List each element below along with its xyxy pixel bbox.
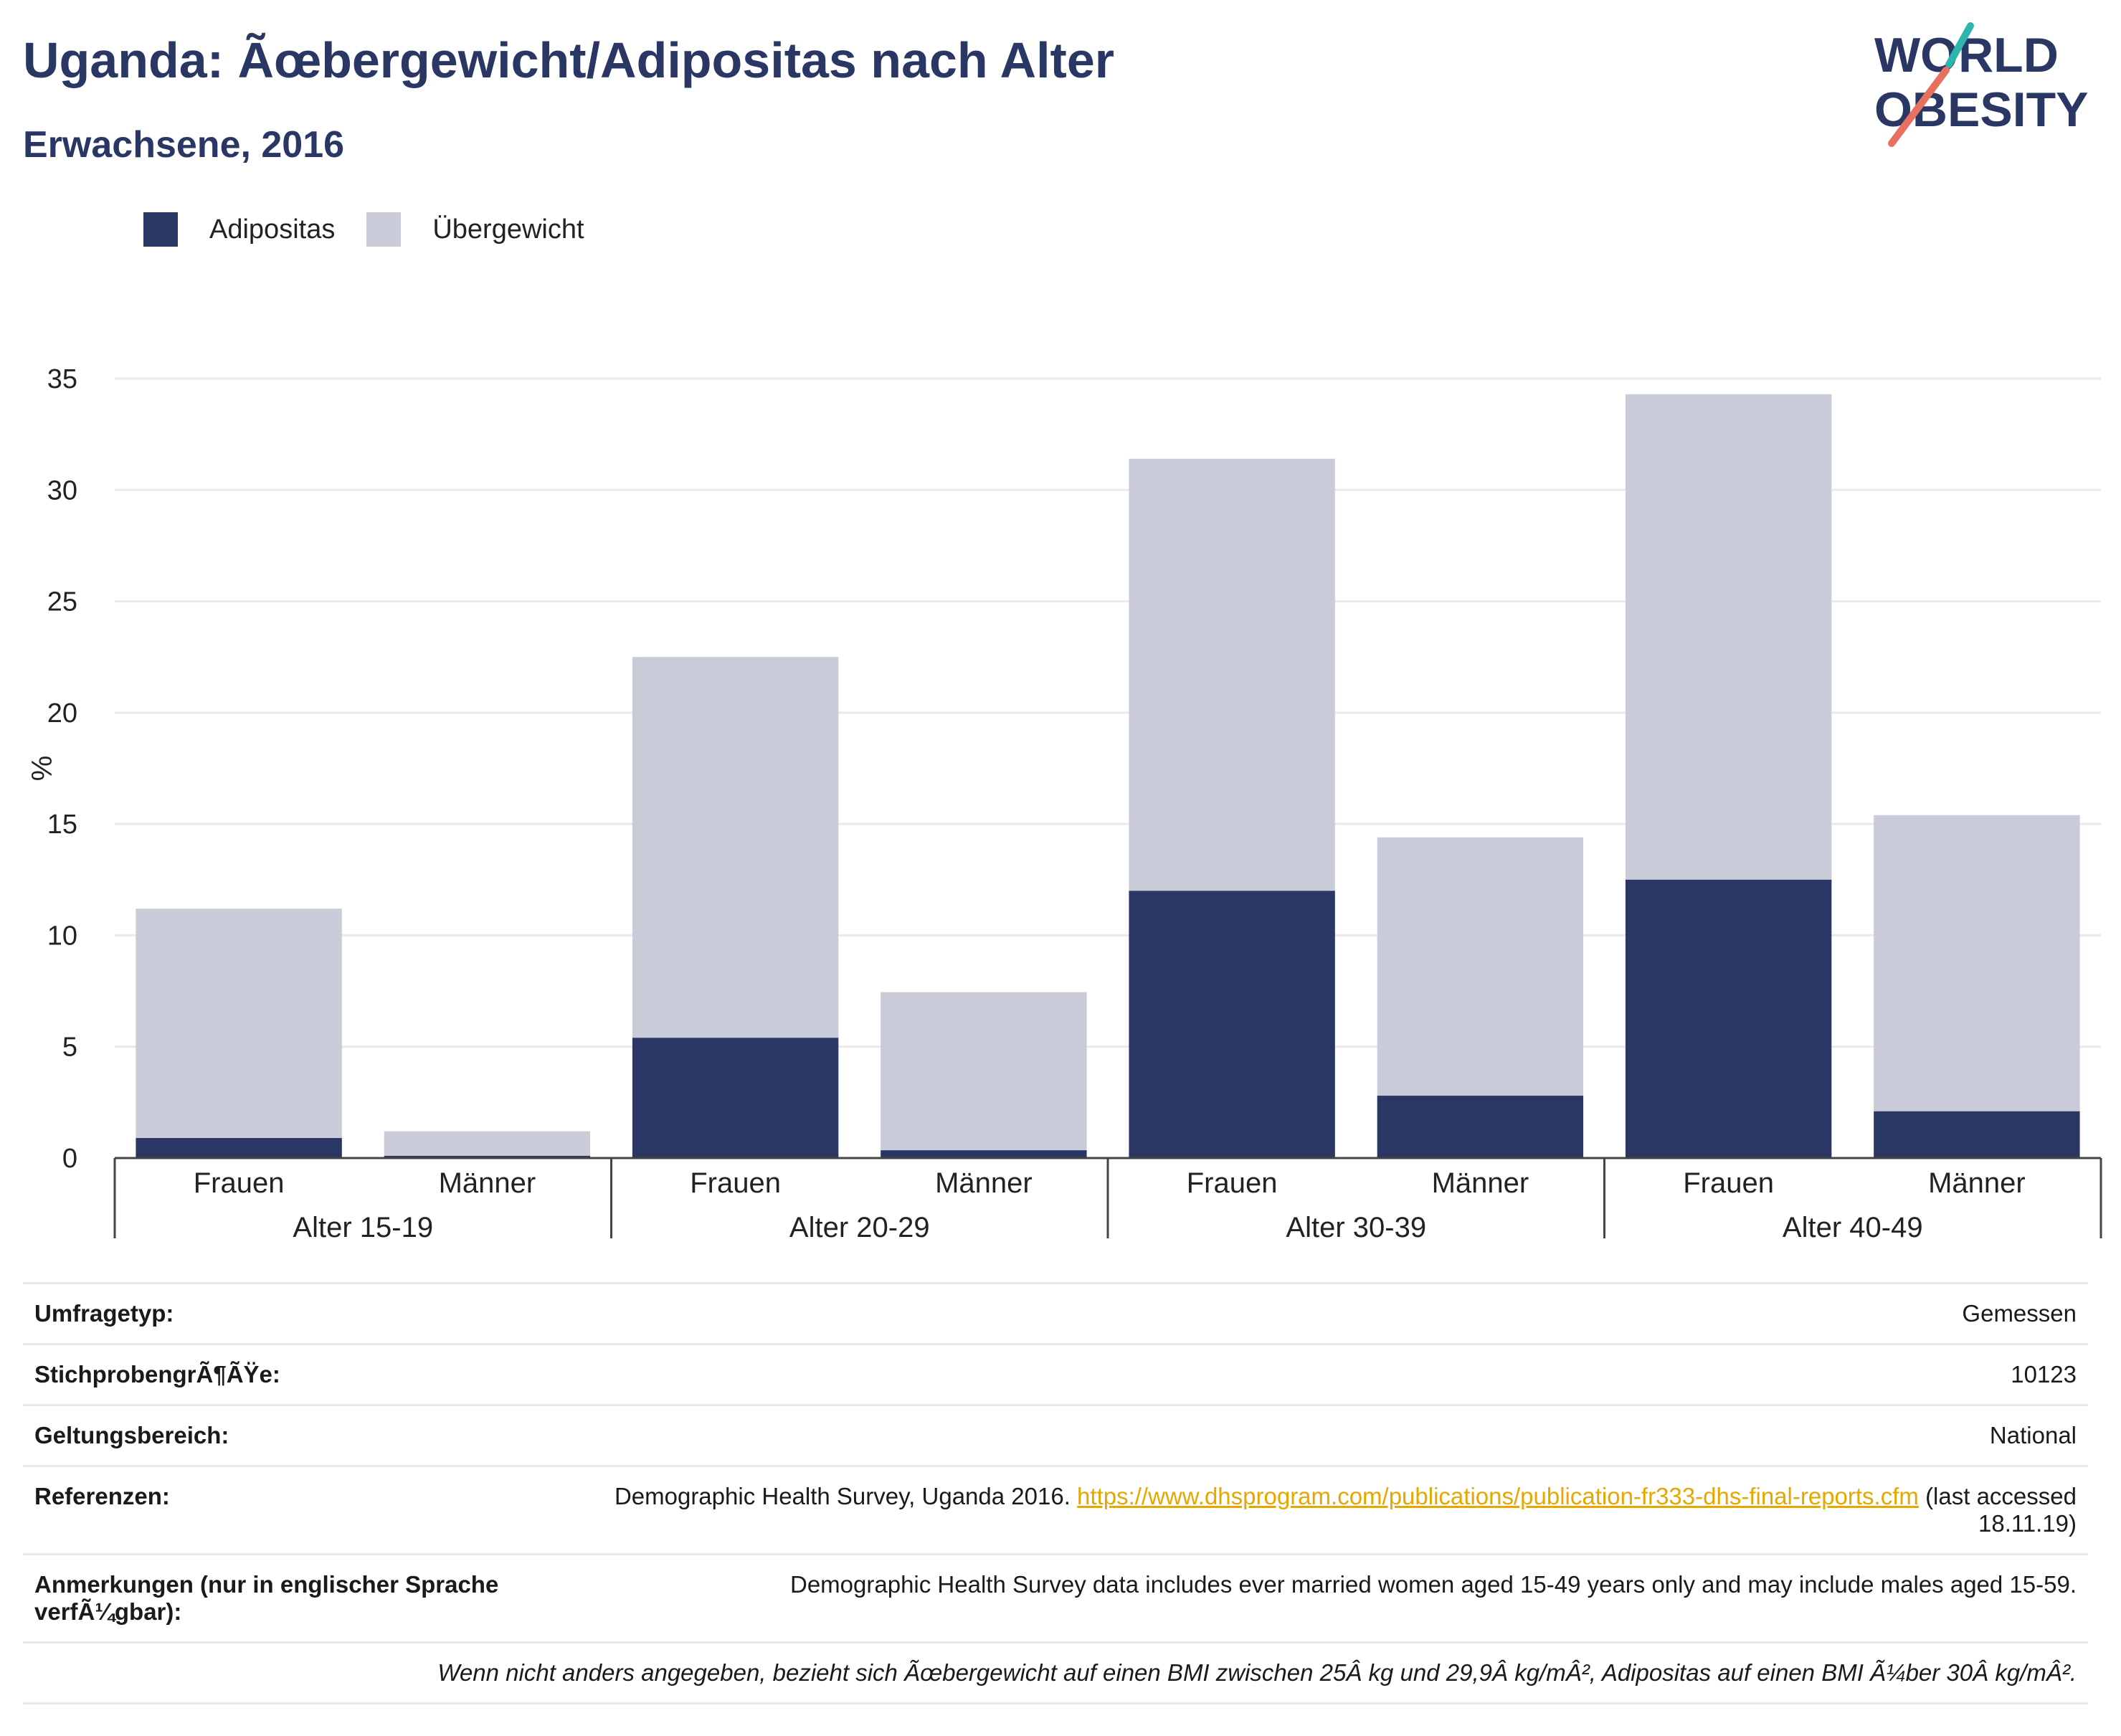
anmerkungen-value: Demographic Health Survey data includes … xyxy=(562,1553,2088,1643)
anmerkungen-key: Anmerkungen (nur in englischer Sprache v… xyxy=(23,1553,562,1643)
umfragetyp-value: Gemessen xyxy=(562,1282,2088,1344)
bar-uebergewicht xyxy=(1625,394,1832,880)
metadata-table: Umfragetyp: Gemessen StichprobengrÃ¶ÃŸe:… xyxy=(23,1282,2088,1704)
x-category-label: Männer xyxy=(1432,1167,1529,1199)
bar-adipositas xyxy=(1625,879,1832,1158)
bar-adipositas xyxy=(1874,1111,2080,1158)
chart-subtitle: Erwachsene, 2016 xyxy=(23,124,345,166)
y-tick-label: 15 xyxy=(47,810,77,840)
table-row-geltung: Geltungsbereich: National xyxy=(23,1404,2088,1466)
referenzen-suffix: (last accessed 18.11.19) xyxy=(1925,1483,2077,1537)
table-row-anmerkungen: Anmerkungen (nur in englischer Sprache v… xyxy=(23,1553,2088,1643)
y-tick-label: 30 xyxy=(47,475,77,506)
x-category-label: Frauen xyxy=(690,1167,781,1199)
y-tick-label: 20 xyxy=(47,698,77,729)
legend-item-uebergewicht[interactable]: Übergewicht xyxy=(366,212,584,247)
logo-slash-teal xyxy=(1945,22,1974,68)
bar-adipositas xyxy=(384,1155,591,1158)
legend-swatch-uebergewicht xyxy=(366,212,402,247)
geltung-value: National xyxy=(562,1404,2088,1466)
table-row-referenzen: Referenzen: Demographic Health Survey, U… xyxy=(23,1465,2088,1555)
stichprobe-key: StichprobengrÃ¶ÃŸe: xyxy=(23,1343,562,1405)
bar-uebergewicht xyxy=(1377,837,1584,1096)
chart-title: Uganda: Ãœbergewicht/Adipositas nach Alt… xyxy=(23,32,1115,88)
table-row-footnote: Wenn nicht anders angegeben, bezieht sic… xyxy=(23,1641,2088,1704)
referenzen-value: Demographic Health Survey, Uganda 2016. … xyxy=(562,1465,2088,1555)
table-row-stichprobe: StichprobengrÃ¶ÃŸe: 10123 xyxy=(23,1343,2088,1405)
x-category-label: Frauen xyxy=(1683,1167,1774,1199)
bar-adipositas xyxy=(1129,891,1335,1158)
bar-adipositas xyxy=(136,1138,342,1158)
geltung-key: Geltungsbereich: xyxy=(23,1404,562,1466)
footnote: Wenn nicht anders angegeben, bezieht sic… xyxy=(23,1641,2088,1704)
y-tick-label: 0 xyxy=(62,1144,77,1174)
world-obesity-logo: WORLD OBESITY xyxy=(1874,22,2089,147)
y-tick-label: 35 xyxy=(47,364,77,394)
bar-uebergewicht xyxy=(1874,815,2080,1111)
bar-uebergewicht xyxy=(136,909,342,1139)
logo-slash-coral xyxy=(1888,67,1950,147)
referenzen-link[interactable]: https://www.dhsprogram.com/publications/… xyxy=(1077,1483,1919,1509)
bar-uebergewicht xyxy=(384,1131,591,1156)
bar-uebergewicht xyxy=(881,992,1087,1151)
referenzen-key: Referenzen: xyxy=(23,1465,562,1555)
x-category-label: Männer xyxy=(1928,1167,2026,1199)
x-group-label: Alter 40-49 xyxy=(1783,1212,1923,1243)
x-category-label: Frauen xyxy=(1187,1167,1278,1199)
referenzen-text: Demographic Health Survey, Uganda 2016. xyxy=(614,1483,1071,1509)
bar-uebergewicht xyxy=(632,657,839,1038)
legend: Adipositas Übergewicht xyxy=(143,212,616,247)
bar-adipositas xyxy=(632,1038,839,1158)
umfragetyp-key: Umfragetyp: xyxy=(23,1282,562,1344)
table-row-umfragetyp: Umfragetyp: Gemessen xyxy=(23,1282,2088,1344)
y-axis-label: % xyxy=(27,756,58,782)
x-group-label: Alter 30-39 xyxy=(1286,1212,1426,1243)
legend-item-adipositas[interactable]: Adipositas xyxy=(143,212,335,247)
x-category-label: Frauen xyxy=(194,1167,285,1199)
x-category-label: Männer xyxy=(439,1167,536,1199)
x-group-label: Alter 15-19 xyxy=(293,1212,433,1243)
legend-label-adipositas: Adipositas xyxy=(209,214,336,245)
bar-adipositas xyxy=(881,1150,1087,1158)
stichprobe-value: 10123 xyxy=(562,1343,2088,1405)
y-tick-label: 5 xyxy=(62,1033,77,1063)
legend-swatch-adipositas xyxy=(143,212,178,247)
bar-adipositas xyxy=(1377,1096,1584,1158)
bar-uebergewicht xyxy=(1129,458,1335,891)
legend-label-uebergewicht: Übergewicht xyxy=(432,214,584,245)
x-category-label: Männer xyxy=(935,1167,1033,1199)
x-group-label: Alter 20-29 xyxy=(789,1212,930,1243)
y-tick-label: 10 xyxy=(47,921,77,951)
y-tick-label: 25 xyxy=(47,587,77,617)
logo-text-obesity: OBESITY xyxy=(1874,82,2089,137)
